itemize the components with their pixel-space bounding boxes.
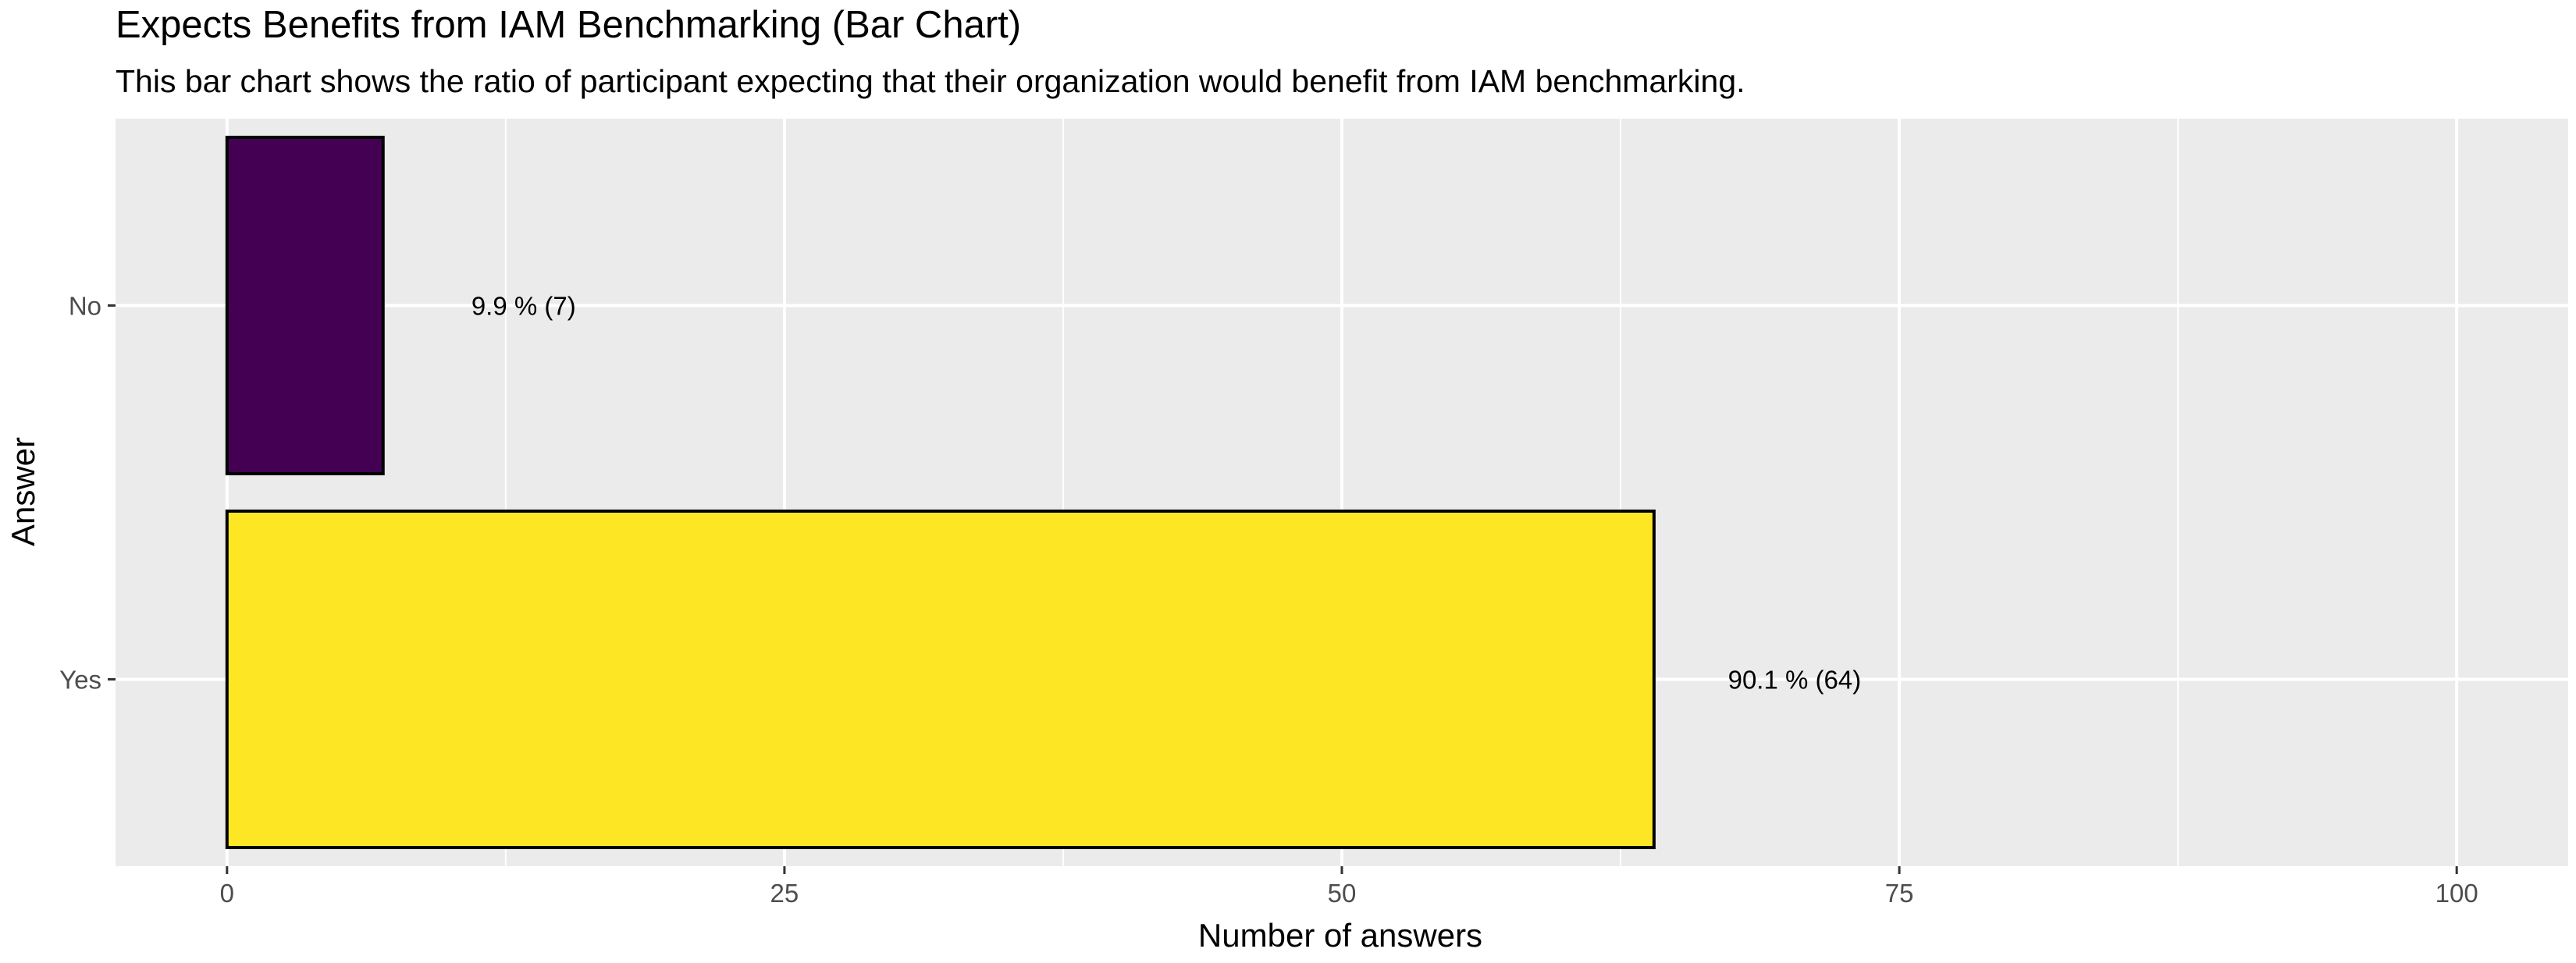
y-tick-label: No [69, 292, 101, 321]
data-label: 90.1 % (64) [1728, 666, 1862, 695]
x-axis-title: Number of answers [1198, 917, 1482, 954]
bar-yes [225, 509, 1656, 850]
bar-no [225, 135, 385, 476]
bars [225, 135, 1656, 850]
data-label: 9.9 % (7) [471, 292, 576, 321]
x-axis: 0 25 50 75 100 [220, 866, 2478, 908]
x-tick-label: 25 [770, 879, 799, 908]
y-axis: No Yes [59, 292, 116, 695]
x-tick-label: 100 [2435, 879, 2478, 908]
x-tick-label: 75 [1885, 879, 1914, 908]
y-tick-label: Yes [59, 666, 101, 695]
bar-labels: 9.9 % (7) 90.1 % (64) [471, 292, 1861, 695]
chart-subtitle: This bar chart shows the ratio of partic… [116, 63, 1745, 99]
chart-title: Expects Benefits from IAM Benchmarking (… [116, 4, 1021, 46]
x-tick-label: 0 [220, 879, 234, 908]
y-axis-title: Answer [5, 437, 41, 546]
x-tick-label: 50 [1328, 879, 1357, 908]
